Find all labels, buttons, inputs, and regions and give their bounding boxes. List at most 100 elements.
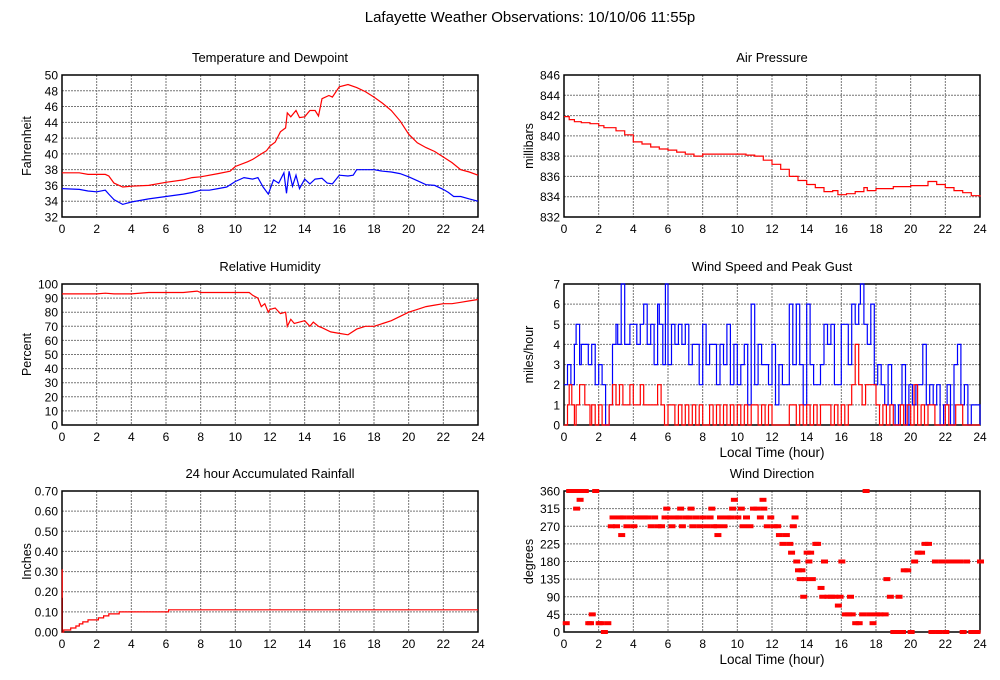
data-point <box>727 515 735 520</box>
chart-title: Air Pressure <box>736 50 808 65</box>
x-tick-label: 10 <box>731 222 745 236</box>
x-tick-label: 18 <box>869 430 883 444</box>
data-point <box>911 559 919 564</box>
y-tick-label: 842 <box>540 109 560 123</box>
y-tick-label: 10 <box>45 404 59 418</box>
y-tick-label: 844 <box>540 89 560 103</box>
data-point <box>838 559 846 564</box>
data-point <box>881 612 889 617</box>
x-tick-label: 12 <box>263 222 277 236</box>
data-point <box>847 594 854 599</box>
y-axis-label: miles/hour <box>522 326 536 384</box>
x-axis-label: Local Time (hour) <box>719 445 824 460</box>
x-tick-label: 14 <box>800 430 814 444</box>
y-tick-label: 0.50 <box>35 525 59 539</box>
x-tick-label: 18 <box>869 637 883 651</box>
data-point <box>600 630 608 634</box>
series-dewpoint-line <box>61 169 479 206</box>
x-tick-label: 22 <box>939 430 953 444</box>
x-tick-label: 12 <box>263 430 277 444</box>
x-tick-label: 8 <box>699 637 706 651</box>
y-tick-label: 838 <box>540 150 560 164</box>
data-point <box>782 533 790 538</box>
data-point <box>623 524 631 529</box>
data-point <box>791 515 799 520</box>
chart-title: Relative Humidity <box>219 259 321 274</box>
data-point <box>848 612 856 617</box>
data-point <box>789 524 797 529</box>
x-tick-label: 22 <box>939 637 953 651</box>
y-tick-label: 32 <box>45 211 59 225</box>
plot-frame <box>563 74 981 218</box>
x-tick-label: 18 <box>869 222 883 236</box>
data-point <box>968 630 976 634</box>
data-point <box>699 515 707 520</box>
y-tick-label: 100 <box>38 278 58 292</box>
x-tick-label: 16 <box>835 430 849 444</box>
data-point <box>801 577 809 582</box>
data-point <box>647 524 655 529</box>
plot-frame <box>61 283 479 426</box>
data-point <box>630 524 638 529</box>
x-tick-label: 0 <box>561 430 568 444</box>
data-point <box>613 524 620 529</box>
data-point <box>756 515 764 520</box>
data-point <box>893 630 901 634</box>
y-tick-label: 0.10 <box>35 605 59 619</box>
x-tick-label: 24 <box>973 637 987 651</box>
x-tick-label: 2 <box>595 637 602 651</box>
x-tick-label: 6 <box>163 430 170 444</box>
data-point <box>737 506 745 511</box>
y-tick-label: 40 <box>45 362 59 376</box>
x-tick-label: 4 <box>128 222 135 236</box>
data-point <box>729 506 737 511</box>
plot-frame <box>61 490 479 633</box>
data-point <box>644 515 652 520</box>
x-axis-label: Local Time (hour) <box>719 652 824 667</box>
y-tick-label: 315 <box>540 502 560 516</box>
y-tick-label: 1 <box>553 398 560 412</box>
y-axis-label: millibars <box>522 123 536 169</box>
data-point <box>581 489 589 493</box>
data-point <box>619 515 627 520</box>
data-point <box>807 550 815 555</box>
y-tick-label: 0.30 <box>35 565 59 579</box>
chart-title: 24 hour Accumulated Rainfall <box>185 466 354 481</box>
x-tick-label: 18 <box>367 430 381 444</box>
x-tick-label: 8 <box>699 430 706 444</box>
data-point <box>675 515 683 520</box>
y-tick-label: 50 <box>45 69 59 83</box>
y-tick-label: 135 <box>540 573 560 587</box>
data-point <box>692 515 700 520</box>
data-point <box>945 559 953 564</box>
data-point <box>774 524 782 529</box>
x-tick-label: 8 <box>197 430 204 444</box>
x-tick-label: 0 <box>59 430 66 444</box>
data-point <box>743 515 750 520</box>
chart-title: Wind Speed and Peak Gust <box>692 259 853 274</box>
y-tick-label: 0 <box>553 626 560 640</box>
y-tick-label: 90 <box>45 292 59 306</box>
data-point <box>951 559 958 564</box>
y-tick-label: 45 <box>547 608 561 622</box>
data-point <box>817 585 825 590</box>
x-tick-label: 0 <box>561 222 568 236</box>
x-tick-label: 24 <box>973 222 987 236</box>
y-tick-label: 4 <box>553 338 560 352</box>
x-tick-label: 2 <box>595 222 602 236</box>
y-axis-label: Percent <box>20 332 34 376</box>
data-point <box>963 559 971 564</box>
data-point <box>746 524 754 529</box>
data-point <box>862 489 870 493</box>
data-point <box>609 515 617 520</box>
y-tick-label: 44 <box>45 116 59 130</box>
y-tick-label: 36 <box>45 179 59 193</box>
data-point <box>651 515 659 520</box>
page-title: Lafayette Weather Observations: 10/10/06… <box>364 9 696 26</box>
data-point <box>819 594 827 599</box>
x-tick-label: 4 <box>630 430 637 444</box>
data-point <box>938 559 946 564</box>
